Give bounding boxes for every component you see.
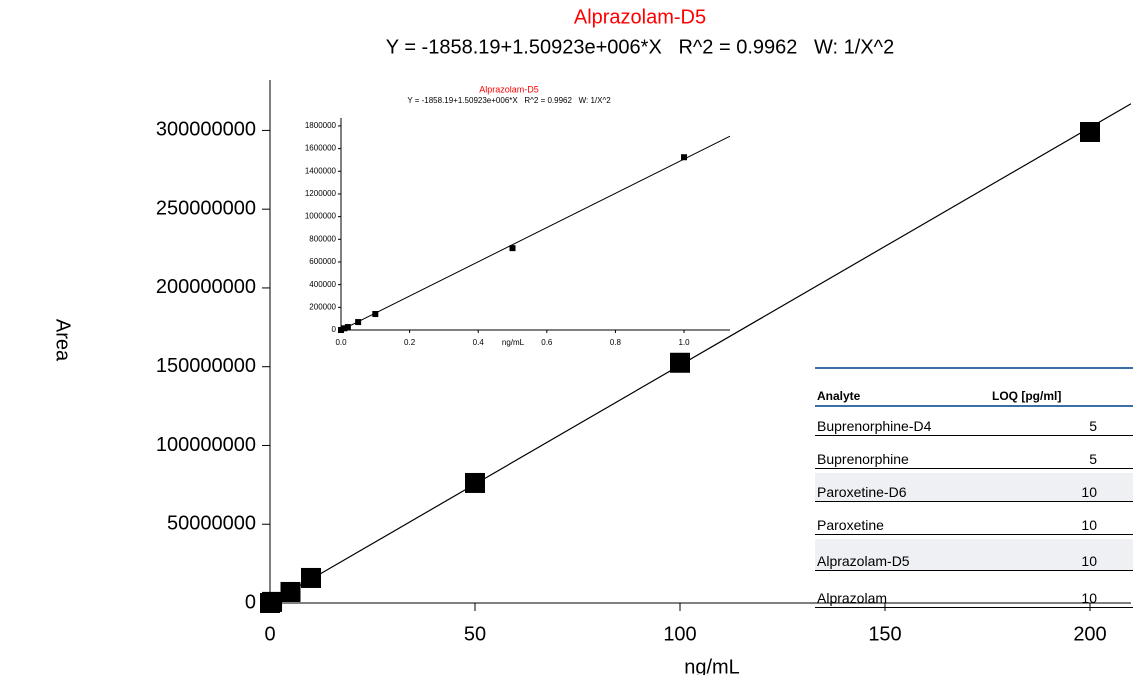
table-row: Alprazolam-D5 10 <box>815 539 1133 571</box>
x-tick-label: 0.6 <box>541 338 553 347</box>
x-tick-label: 0.0 <box>335 338 347 347</box>
data-point <box>280 581 301 602</box>
header-cell: Analyte <box>817 389 861 403</box>
data-point <box>372 311 379 318</box>
y-tick-label: 400000 <box>309 280 336 289</box>
data-point <box>355 319 362 326</box>
y-tick-label: 1000000 <box>305 212 337 221</box>
loq: 10 <box>1081 517 1097 533</box>
loq: 10 <box>1081 553 1097 569</box>
table-row: Buprenorphine-D4 5 <box>815 407 1133 436</box>
x-tick-label: 0.2 <box>404 338 416 347</box>
x-tick-label: 200 <box>1073 623 1106 645</box>
y-tick-label: 250000000 <box>156 197 256 219</box>
y-axis-label: Area <box>52 319 74 362</box>
data-point <box>301 567 321 588</box>
y-tick-label: 1200000 <box>305 189 337 198</box>
inset-subtitle: Y = -1858.19+1.50923e+006*X R^2 = 0.9962… <box>407 96 611 105</box>
chart-subtitle: Y = -1858.19+1.50923e+006*X R^2 = 0.9962… <box>386 36 894 58</box>
x-tick-label: 0 <box>264 623 275 645</box>
y-tick-label: 300000000 <box>156 119 256 141</box>
data-point <box>341 325 348 332</box>
header-cell: LOQ [pg/ml] <box>992 389 1062 403</box>
fit-line <box>340 135 731 331</box>
y-tick-label: 0 <box>332 325 337 334</box>
table-row: Buprenorphine 5 <box>815 440 1133 469</box>
fit-line <box>269 103 1132 604</box>
x-axis-label: ng/mL <box>684 656 740 675</box>
data-point <box>1080 121 1100 142</box>
table-header: Analyte LOQ [pg/ml] <box>815 369 1133 407</box>
y-tick-label: 800000 <box>309 234 336 243</box>
y-tick-label: 1600000 <box>305 144 337 153</box>
loq: 5 <box>1089 418 1097 434</box>
inset-x-label: ng/mL <box>502 338 525 347</box>
data-point <box>509 245 516 252</box>
chart-title: Alprazolam-D5 <box>574 6 706 28</box>
y-tick-label: 0 <box>245 591 256 613</box>
analyte: Alprazolam-D5 <box>817 553 910 569</box>
x-tick-label: 100 <box>663 623 696 645</box>
analyte: Buprenorphine <box>817 451 909 467</box>
y-tick-label: 50000000 <box>167 513 256 535</box>
data-point <box>670 352 690 373</box>
x-tick-label: 50 <box>464 623 486 645</box>
y-tick-label: 1800000 <box>305 121 337 130</box>
loq-table: Analyte LOQ [pg/ml] Buprenorphine-D4 5 Bu… <box>815 367 1133 612</box>
x-tick-label: 0.4 <box>473 338 485 347</box>
analyte: Buprenorphine-D4 <box>817 418 932 434</box>
y-tick-label: 100000000 <box>156 434 256 456</box>
y-tick-label: 200000000 <box>156 276 256 298</box>
y-tick-label: 150000000 <box>156 355 256 377</box>
data-point <box>344 324 351 331</box>
data-point <box>262 591 283 612</box>
table-row: Paroxetine 10 <box>815 506 1133 535</box>
data-point <box>681 154 688 161</box>
analyte: Paroxetine <box>817 517 884 533</box>
table-row: Alprazolam 10 <box>815 575 1133 608</box>
y-tick-label: 200000 <box>309 302 336 311</box>
x-tick-label: 150 <box>868 623 901 645</box>
y-tick-label: 600000 <box>309 257 336 266</box>
analyte: Alprazolam <box>817 590 888 606</box>
x-tick-label: 1.0 <box>678 338 690 347</box>
loq: 10 <box>1081 590 1097 606</box>
table-row: Paroxetine-D6 10 <box>815 473 1133 502</box>
inset-title: Alprazolam-D5 <box>479 84 539 94</box>
y-tick-label: 1400000 <box>305 166 337 175</box>
data-point <box>338 327 344 333</box>
loq: 10 <box>1081 484 1097 500</box>
loq: 5 <box>1089 451 1097 467</box>
data-point <box>465 472 485 493</box>
x-tick-label: 0.8 <box>610 338 622 347</box>
analyte: Paroxetine-D6 <box>817 484 907 500</box>
